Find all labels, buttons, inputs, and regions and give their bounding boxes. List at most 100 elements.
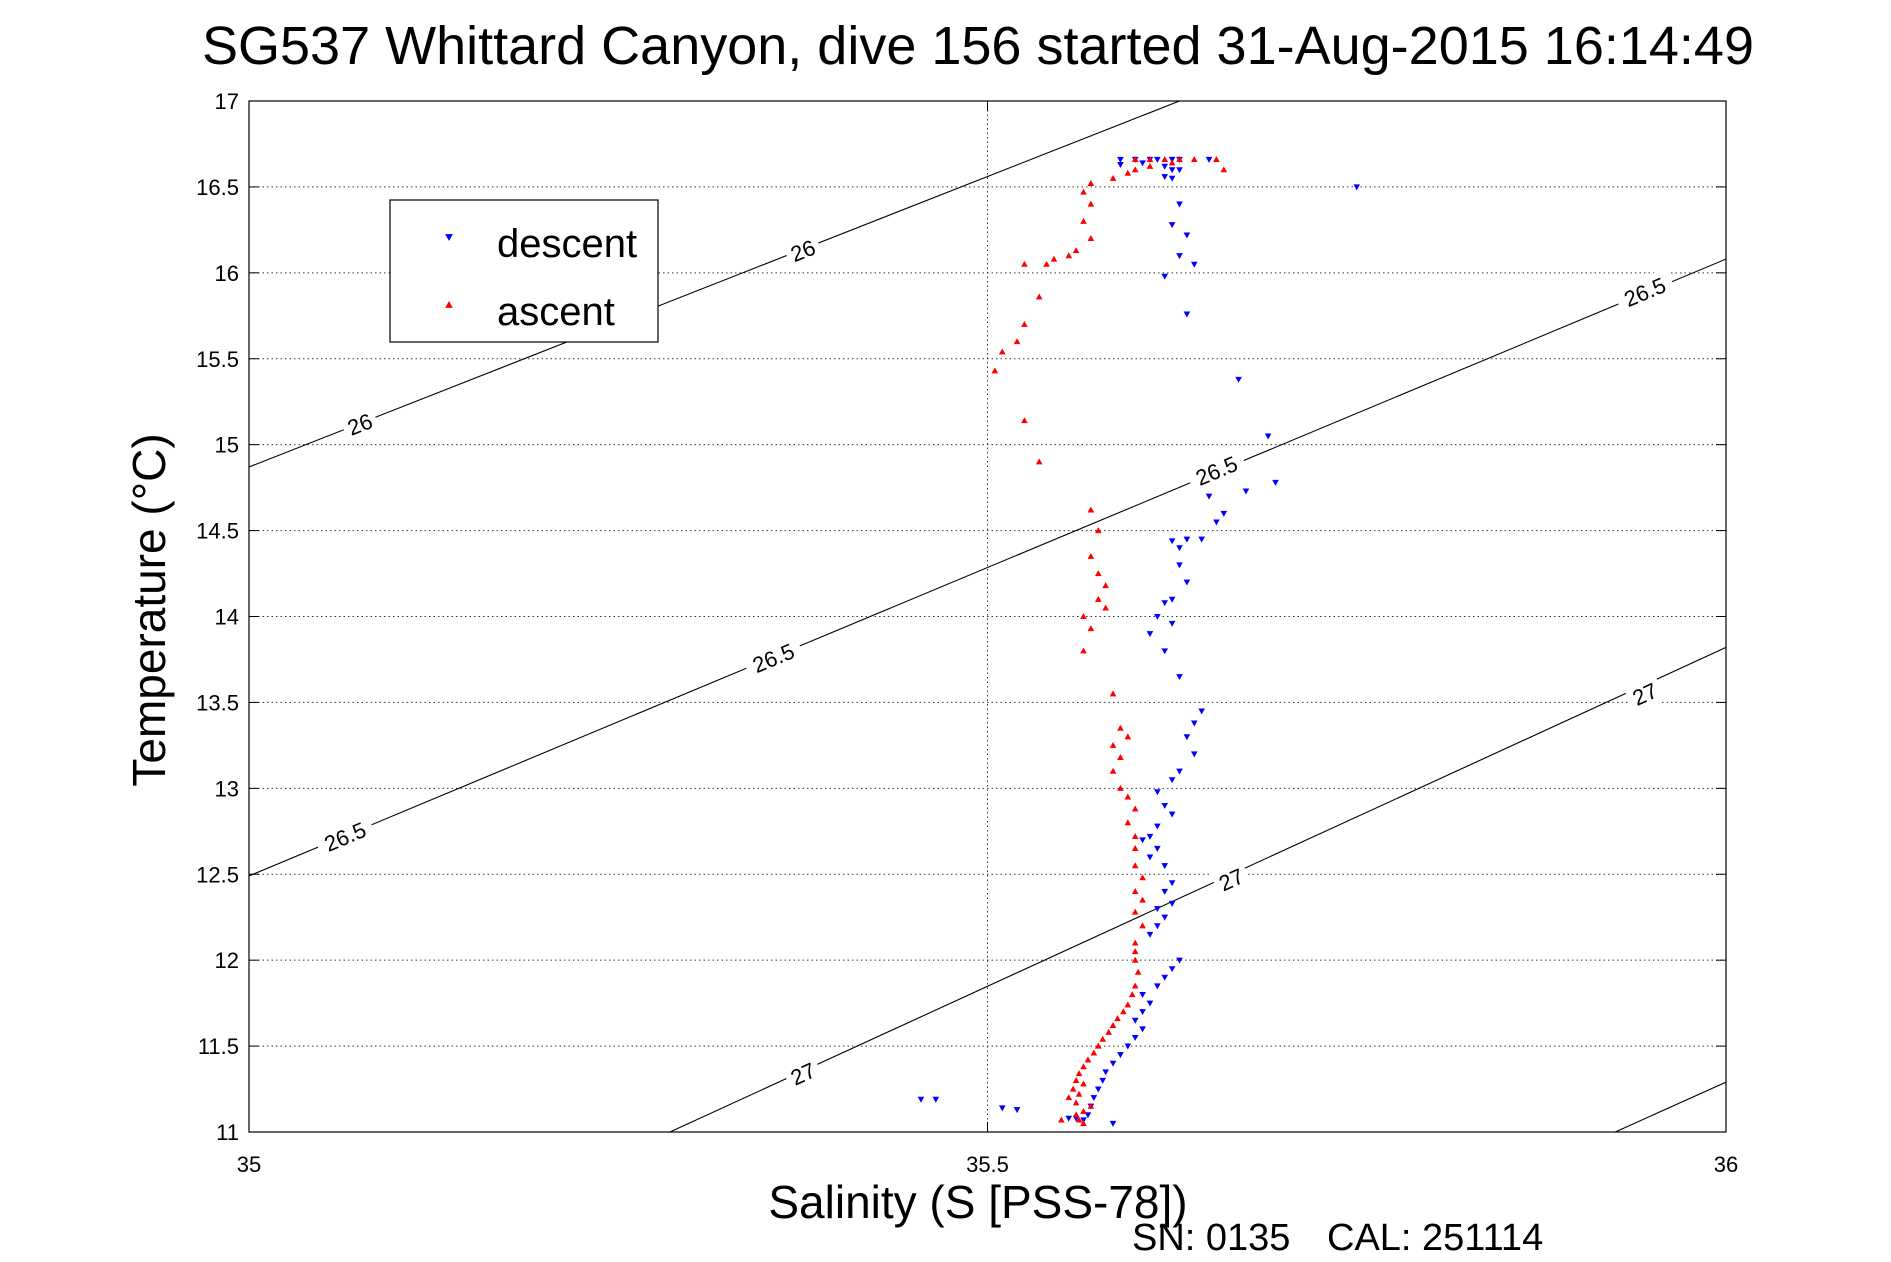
- ascent-point: [1117, 724, 1124, 731]
- descent-point: [1176, 674, 1183, 681]
- descent-point: [1161, 914, 1169, 921]
- descent-point: [1154, 789, 1161, 796]
- descent-point: [1131, 1017, 1139, 1024]
- series-descent: [917, 156, 1361, 1127]
- descent-point: [1264, 433, 1272, 440]
- ascent-point: [1087, 200, 1095, 207]
- contour-label-mask: [1612, 267, 1677, 316]
- ascent-point: [1080, 1107, 1087, 1114]
- descent-point: [1168, 222, 1176, 229]
- descent-point: [1161, 888, 1169, 895]
- ascent-point: [1134, 968, 1142, 975]
- ascent-point: [1080, 1119, 1087, 1126]
- ascent-point: [1176, 156, 1183, 162]
- descent-point: [1099, 1077, 1107, 1084]
- ascent-point: [1114, 1015, 1121, 1022]
- descent-point: [1154, 823, 1161, 830]
- calibration-id: CAL: 251114: [1327, 1217, 1543, 1259]
- ascent-point: [1168, 159, 1176, 166]
- descent-point: [1154, 983, 1161, 990]
- descent-point: [1168, 538, 1176, 545]
- descent-point: [1168, 811, 1176, 818]
- descent-point: [1124, 1043, 1132, 1050]
- descent-point: [1176, 562, 1183, 569]
- contour-label-mask: [1184, 446, 1249, 495]
- density-contour-line: [1614, 1081, 1726, 1132]
- contour-label-mask: [1623, 674, 1667, 714]
- ascent-point: [1035, 458, 1043, 465]
- descent-point: [917, 1096, 925, 1103]
- descent-point: [1176, 768, 1183, 775]
- y-tick-label: 16.5: [196, 175, 239, 200]
- density-contour-line: [249, 101, 1180, 468]
- descent-point: [1117, 162, 1124, 168]
- y-tick-label: 15.5: [196, 347, 239, 372]
- contour-label-mask: [781, 231, 824, 270]
- y-tick-label: 16: [215, 261, 239, 286]
- y-tick-label: 11: [216, 1120, 239, 1145]
- ascent-point: [1139, 874, 1146, 881]
- descent-point: [1161, 273, 1169, 280]
- ascent-point: [1065, 252, 1073, 259]
- descent-point: [1146, 931, 1154, 938]
- descent-point: [1139, 160, 1146, 167]
- descent-point: [1272, 479, 1279, 486]
- ascent-point: [1190, 156, 1198, 162]
- descent-point: [1168, 167, 1176, 174]
- data-series: [917, 156, 1361, 1127]
- ascent-point: [1131, 862, 1139, 869]
- descent-point: [1161, 802, 1169, 809]
- ascent-point: [1120, 1008, 1127, 1015]
- ascent-point: [1087, 180, 1095, 187]
- descent-point: [1176, 253, 1183, 260]
- descent-point: [1183, 232, 1191, 239]
- ascent-point: [1087, 625, 1095, 632]
- ascent-point: [1090, 1049, 1098, 1056]
- legend-label-descent: descent: [497, 222, 637, 266]
- ascent-point: [1013, 338, 1021, 345]
- ascent-point: [1080, 217, 1087, 224]
- descent-point: [1161, 600, 1169, 607]
- descent-point: [1176, 545, 1183, 552]
- contour-label-mask: [1209, 859, 1253, 900]
- descent-point: [1183, 536, 1191, 543]
- x-axis-label: Salinity (S [PSS-78]): [768, 1176, 1187, 1228]
- ascent-point: [1131, 948, 1139, 955]
- ascent-point: [1072, 1077, 1080, 1083]
- ascent-point: [1131, 845, 1139, 852]
- ascent-point: [1139, 922, 1146, 929]
- ascent-point: [1075, 1116, 1083, 1123]
- ascent-point: [1131, 982, 1139, 989]
- descent-point: [1168, 620, 1176, 627]
- ascent-point: [1021, 417, 1028, 424]
- ascent-point: [1131, 166, 1139, 173]
- descent-point: [1109, 1060, 1117, 1067]
- ascent-point: [1080, 647, 1087, 654]
- descent-point: [1154, 845, 1161, 852]
- ascent-point: [1043, 260, 1050, 267]
- descent-point: [1205, 156, 1213, 163]
- contour-label-mask: [312, 812, 378, 861]
- descent-point: [1168, 596, 1176, 603]
- legend-box: [389, 199, 659, 343]
- legend-marker-ascent: [445, 300, 453, 308]
- ascent-point: [1099, 1035, 1107, 1042]
- ascent-point: [1065, 1094, 1073, 1101]
- ascent-point: [1161, 156, 1169, 162]
- ascent-point: [1128, 991, 1136, 998]
- ascent-point: [1131, 805, 1139, 812]
- descent-point: [1131, 1034, 1139, 1041]
- descent-point: [1176, 201, 1183, 208]
- ascent-point: [1109, 741, 1117, 748]
- descent-point: [932, 1096, 940, 1103]
- ascent-point: [1131, 888, 1139, 894]
- descent-point: [1183, 579, 1191, 586]
- descent-point: [1154, 613, 1161, 620]
- descent-point: [1190, 751, 1198, 758]
- ascent-point: [1058, 1116, 1065, 1123]
- descent-point: [1168, 900, 1176, 907]
- ascent-point: [1117, 753, 1124, 760]
- descent-point: [1146, 854, 1154, 861]
- ascent-point: [1087, 235, 1095, 242]
- ascent-point: [1213, 156, 1220, 162]
